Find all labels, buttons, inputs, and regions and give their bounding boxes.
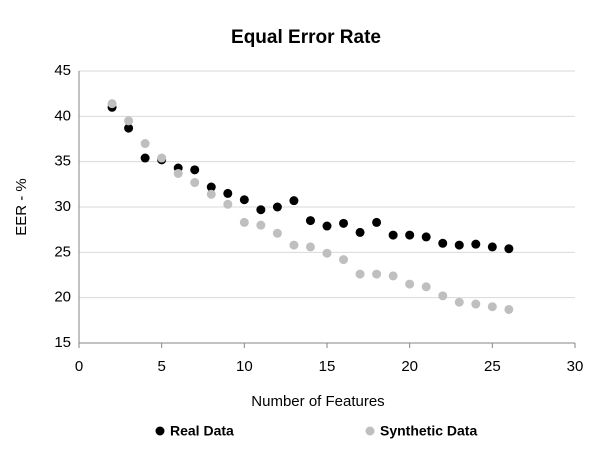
point: [471, 239, 481, 249]
point: [339, 218, 349, 228]
point: [355, 269, 365, 279]
x-tick-label: 15: [319, 358, 336, 375]
x-tick-label: 5: [157, 358, 165, 375]
x-tick-label: 20: [401, 358, 418, 375]
y-axis-label: EER - %: [13, 178, 30, 236]
point: [372, 269, 382, 279]
point: [388, 230, 398, 240]
point: [140, 139, 150, 149]
point: [190, 178, 200, 188]
point: [223, 188, 233, 198]
point: [206, 182, 216, 192]
point: [173, 168, 183, 178]
point: [388, 271, 398, 281]
point: [438, 291, 448, 301]
chart-title: Equal Error Rate: [231, 27, 381, 48]
point: [355, 227, 365, 237]
point: [471, 299, 481, 309]
x-tick-label: 25: [484, 358, 501, 375]
legend-marker: [155, 426, 165, 436]
y-tick-label: 25: [54, 243, 71, 260]
point: [454, 297, 464, 307]
point: [124, 116, 134, 126]
x-tick-label: 30: [567, 358, 584, 375]
point: [289, 196, 299, 206]
point: [256, 220, 266, 230]
point: [272, 202, 282, 212]
y-tick-label: 40: [54, 107, 71, 124]
point: [322, 248, 332, 258]
point: [289, 240, 299, 250]
point: [454, 240, 464, 250]
y-tick-label: 15: [54, 334, 71, 351]
point: [124, 123, 134, 133]
point: [305, 242, 315, 252]
point: [239, 195, 249, 205]
point: [372, 217, 382, 227]
point: [339, 255, 349, 265]
point: [438, 238, 448, 248]
point: [487, 242, 497, 252]
point: [256, 205, 266, 215]
point: [206, 189, 216, 199]
y-tick-label: 20: [54, 289, 71, 306]
legend-label: Real Data: [170, 423, 234, 439]
point: [421, 232, 431, 242]
point: [405, 279, 415, 289]
point: [140, 153, 150, 163]
point: [239, 217, 249, 227]
point: [107, 99, 117, 109]
point: [487, 302, 497, 312]
point: [157, 153, 167, 163]
point: [272, 228, 282, 238]
point: [305, 216, 315, 226]
legend-label: Synthetic Data: [380, 423, 477, 439]
y-tick-label: 30: [54, 198, 71, 215]
y-tick-label: 45: [54, 62, 71, 79]
point: [405, 230, 415, 240]
x-axis-label: Number of Features: [251, 393, 384, 410]
point: [504, 244, 514, 254]
x-tick-label: 10: [236, 358, 253, 375]
legend-marker: [365, 426, 375, 436]
point: [322, 221, 332, 231]
x-tick-label: 0: [75, 358, 83, 375]
y-tick-label: 35: [54, 153, 71, 170]
point: [421, 282, 431, 292]
point: [223, 199, 233, 209]
point: [190, 165, 200, 175]
point: [504, 304, 514, 314]
